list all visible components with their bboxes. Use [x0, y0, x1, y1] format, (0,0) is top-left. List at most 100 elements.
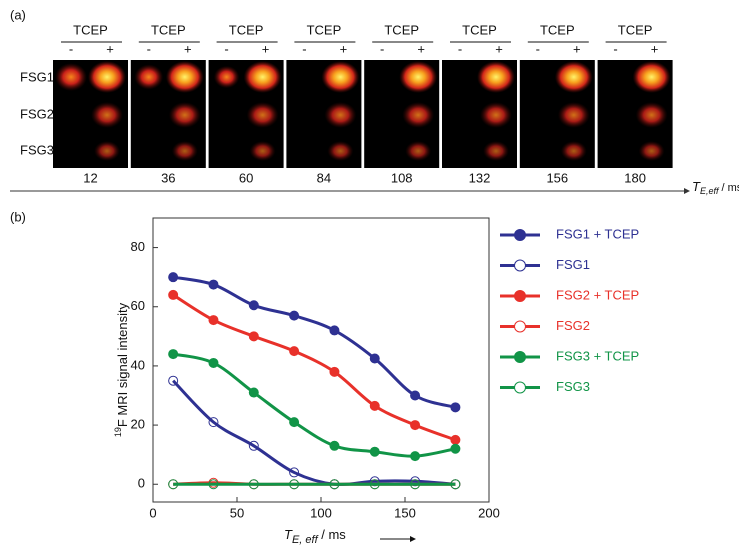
data-point	[248, 440, 259, 451]
data-point	[289, 479, 300, 490]
symbol: T	[692, 179, 701, 194]
legend-label: FSG1	[556, 257, 590, 272]
legend-marker	[514, 259, 526, 272]
signal-spot	[243, 61, 282, 93]
signal-spot	[402, 102, 435, 128]
signal-spot	[134, 64, 164, 90]
y-axis-label: 19F MRI signal intensity	[113, 302, 130, 437]
echo-time: 132	[469, 170, 491, 185]
legend-marker	[514, 290, 526, 302]
data-point	[168, 349, 179, 360]
column-header: TCEP	[73, 22, 108, 37]
data-point	[289, 417, 300, 428]
data-point	[369, 479, 380, 490]
data-point	[168, 289, 179, 300]
sign: +	[495, 41, 503, 56]
arrow-head	[410, 536, 416, 542]
sign: +	[651, 41, 659, 56]
echo-time: 12	[83, 170, 97, 185]
panel-label: (a)	[10, 7, 26, 22]
sign: +	[262, 41, 270, 56]
data-point	[208, 357, 219, 368]
row-label: FSG3	[20, 142, 54, 157]
signal-spot	[249, 141, 276, 161]
x-tick-label: 50	[230, 505, 244, 520]
signal-spot	[399, 61, 438, 93]
signal-spot	[632, 61, 671, 93]
legend-label: FSG3	[556, 379, 590, 394]
column-header: TCEP	[618, 22, 653, 37]
sign: -	[147, 41, 151, 56]
row-label: FSG2	[20, 106, 54, 121]
data-point	[248, 387, 259, 398]
signal-spot	[638, 141, 665, 161]
y-tick-label: 40	[131, 357, 145, 372]
signal-spot	[327, 141, 354, 161]
x-tick-label: 200	[478, 505, 500, 520]
data-point	[410, 451, 421, 462]
signal-spot	[55, 63, 87, 91]
data-point	[248, 479, 259, 490]
data-point	[410, 420, 421, 431]
column-header: TCEP	[151, 22, 186, 37]
subscript: E,eff	[700, 186, 720, 196]
sign: -	[613, 41, 617, 56]
sign: +	[417, 41, 425, 56]
legend-marker	[514, 320, 526, 333]
sign: +	[184, 41, 192, 56]
sign: +	[106, 41, 114, 56]
data-point	[289, 310, 300, 321]
echo-time: 36	[161, 170, 175, 185]
data-point	[208, 479, 219, 490]
time-axis-label: TE,eff / ms	[692, 179, 739, 196]
x-axis-label: TE, eff / ms	[284, 527, 346, 545]
echo-time: 156	[546, 170, 568, 185]
data-point	[168, 375, 179, 386]
column-header: TCEP	[384, 22, 419, 37]
data-point	[208, 417, 219, 428]
signal-spot	[246, 102, 279, 128]
data-point	[208, 315, 219, 326]
superscript: 19	[113, 427, 123, 437]
label-text: F MRI signal intensity	[115, 302, 130, 427]
sign: -	[458, 41, 462, 56]
data-point	[208, 279, 219, 290]
row-label: FSG1	[20, 69, 54, 84]
sign: -	[380, 41, 384, 56]
sign: -	[536, 41, 540, 56]
y-tick-label: 60	[131, 298, 145, 313]
unit: / ms	[718, 182, 739, 194]
arrow-head	[684, 188, 690, 194]
legend-marker	[514, 351, 526, 363]
legend-label: FSG2 + TCEP	[556, 287, 639, 302]
signal-spot	[213, 65, 240, 89]
column-header: TCEP	[307, 22, 342, 37]
signal-spot	[165, 61, 204, 93]
data-point	[410, 479, 421, 490]
signal-spot	[557, 102, 590, 128]
legend-label: FSG3 + TCEP	[556, 348, 639, 363]
subscript: E, eff	[292, 534, 319, 546]
data-point	[248, 300, 259, 311]
signal-spot	[88, 61, 126, 93]
data-point	[329, 479, 340, 490]
y-tick-label: 20	[131, 417, 145, 432]
data-point	[329, 325, 340, 336]
echo-time: 180	[624, 170, 646, 185]
sign: +	[340, 41, 348, 56]
data-point	[450, 443, 461, 454]
data-point	[369, 353, 380, 364]
data-point	[289, 467, 300, 478]
signal-spot	[554, 61, 593, 93]
data-point	[289, 346, 300, 357]
echo-time: 108	[391, 170, 413, 185]
column-header: TCEP	[462, 22, 497, 37]
y-tick-label: 0	[138, 476, 145, 491]
unit: / ms	[318, 527, 347, 542]
data-point	[369, 400, 380, 411]
signal-spot	[483, 141, 509, 161]
x-tick-label: 150	[394, 505, 416, 520]
data-point	[329, 440, 340, 451]
data-point	[168, 479, 179, 490]
echo-time: 84	[317, 170, 331, 185]
